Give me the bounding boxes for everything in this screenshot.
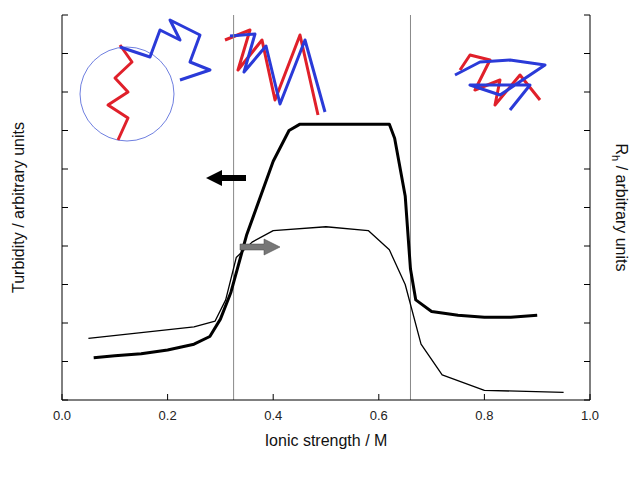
chain [455, 60, 545, 110]
y-tick [62, 15, 68, 16]
x-tick [62, 394, 63, 400]
y-tick [62, 92, 68, 93]
chain [120, 20, 210, 80]
y2-tick [584, 246, 590, 247]
right-arrow [240, 239, 280, 255]
y2-tick [584, 169, 590, 170]
y2-tick [584, 15, 590, 16]
x-tick [273, 394, 274, 400]
y-tick [62, 246, 68, 247]
y-tick [62, 284, 68, 285]
plot-area [88, 124, 563, 392]
y2-tick [584, 284, 590, 285]
y2-tick [584, 400, 590, 401]
x-tick-label: 0.6 [370, 408, 388, 423]
chain [108, 45, 132, 140]
series-line [88, 227, 563, 393]
x-tick-label: 0.4 [264, 408, 282, 423]
y-tick [62, 400, 68, 401]
y-tick [62, 169, 68, 170]
chain [230, 34, 325, 112]
y-tick [62, 53, 68, 54]
x-tick [484, 394, 485, 400]
x-tick [378, 394, 379, 400]
left-arrow [206, 170, 246, 186]
y2-tick [584, 130, 590, 131]
x-tick-label: 1.0 [581, 408, 599, 423]
x-tick-label: 0.0 [53, 408, 71, 423]
x-tick [167, 394, 168, 400]
x-tick-label: 0.8 [475, 408, 493, 423]
y2-tick [584, 207, 590, 208]
y2-tick [584, 92, 590, 93]
x-tick [590, 394, 591, 400]
y2-axis-title: Rh / arbitrary units [610, 144, 630, 272]
y-tick [62, 361, 68, 362]
x-tick-label: 0.2 [159, 408, 177, 423]
series-line [94, 124, 538, 357]
y2-tick [584, 53, 590, 54]
y-axis-title: Turbidity / arbitrary units [10, 122, 27, 293]
x-axis [62, 400, 590, 401]
y2-tick [584, 323, 590, 324]
x-axis-title: Ionic strength / M [265, 432, 388, 449]
y-tick [62, 323, 68, 324]
y2-tick [584, 361, 590, 362]
y-tick [62, 207, 68, 208]
chart: 0.0 0.2 0.4 0.6 0.8 1.0 Ionic strength / M Turb… [0, 0, 631, 482]
vertical-line [233, 15, 234, 400]
y-tick [62, 130, 68, 131]
vertical-line [410, 15, 411, 400]
